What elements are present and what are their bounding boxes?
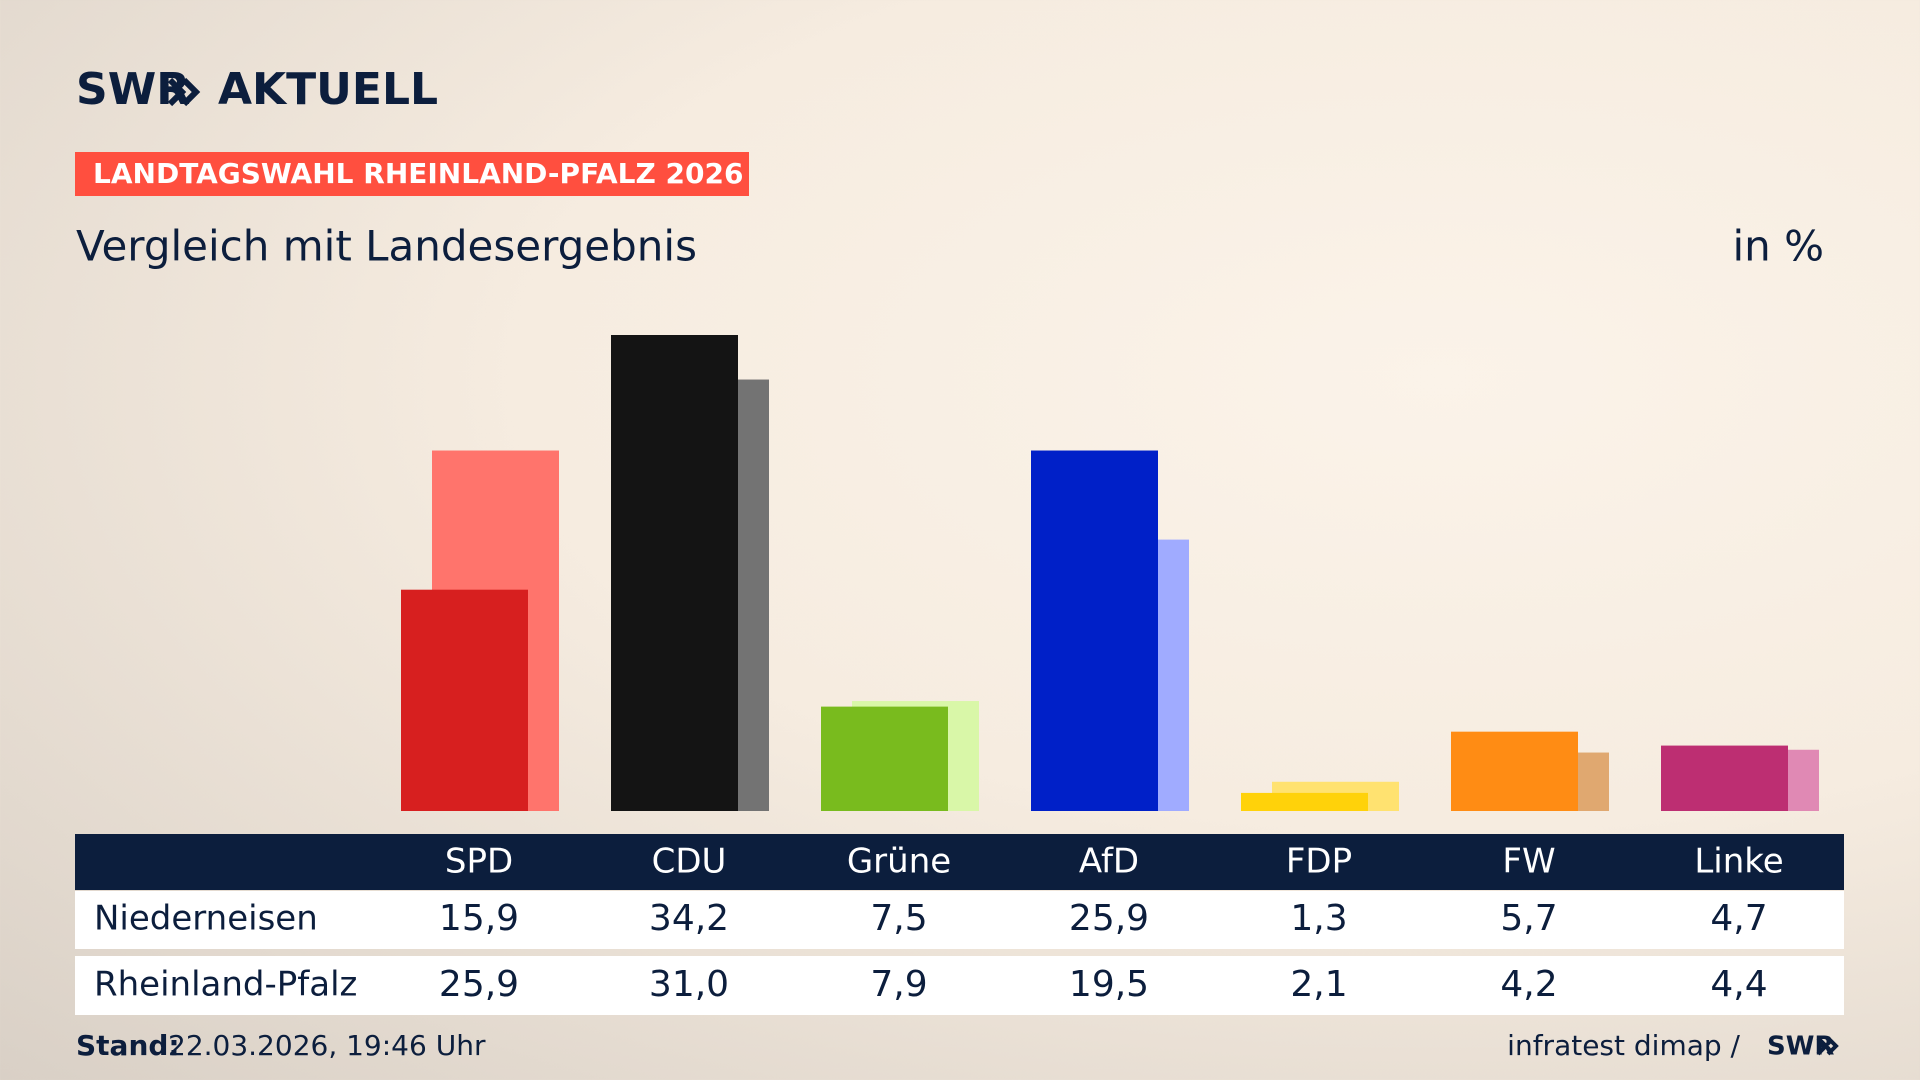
row-label: Niederneisen — [94, 899, 318, 939]
table-row — [75, 891, 1844, 949]
badge: LANDTAGSWAHL RHEINLAND-PFALZ 2026 — [93, 157, 743, 190]
value-label: 7,5 — [870, 898, 927, 939]
table-header — [75, 834, 1844, 890]
value-label: 31,0 — [649, 964, 729, 1005]
value-label: 4,4 — [1710, 964, 1767, 1005]
source: infratest dimap / — [1507, 1029, 1740, 1062]
value-label: 4,7 — [1710, 898, 1767, 939]
category-label: FW — [1502, 842, 1555, 882]
bar — [1661, 745, 1788, 811]
category-label: FDP — [1286, 842, 1352, 882]
brand-product: AKTUELL — [218, 64, 438, 115]
source-chevrons — [1816, 1036, 1839, 1056]
brand-name: SWR — [76, 64, 190, 115]
category-label: Linke — [1694, 842, 1783, 882]
chart-title: Vergleich mit Landesergebnis — [76, 222, 697, 271]
value-label: 25,9 — [1069, 898, 1149, 939]
value-label: 2,1 — [1290, 964, 1347, 1005]
stand-label: Stand: — [76, 1029, 180, 1062]
brand-chevrons — [167, 77, 201, 107]
badge-bg — [75, 152, 749, 196]
bar — [401, 589, 528, 811]
value-label: 25,9 — [439, 964, 519, 1005]
unit: in % — [1732, 222, 1824, 271]
bar — [821, 706, 948, 811]
category-label: Grüne — [847, 842, 951, 882]
value-label: 5,7 — [1500, 898, 1557, 939]
bar — [1451, 731, 1578, 811]
bar — [1241, 792, 1368, 811]
bar — [1031, 450, 1158, 811]
category-label: SPD — [445, 842, 513, 882]
value-label: 19,5 — [1069, 964, 1149, 1005]
value-label: 4,2 — [1500, 964, 1557, 1005]
bar — [611, 335, 738, 811]
category-label: AfD — [1079, 842, 1139, 882]
value-label: 15,9 — [439, 898, 519, 939]
value-label: 1,3 — [1290, 898, 1347, 939]
row-label: Rheinland-Pfalz — [94, 965, 357, 1005]
value-label: 7,9 — [870, 964, 927, 1005]
stand-value: 22.03.2026, 19:46 Uhr — [168, 1029, 486, 1062]
table-row — [75, 956, 1844, 1015]
value-label: 34,2 — [649, 898, 729, 939]
category-label: CDU — [652, 842, 727, 882]
